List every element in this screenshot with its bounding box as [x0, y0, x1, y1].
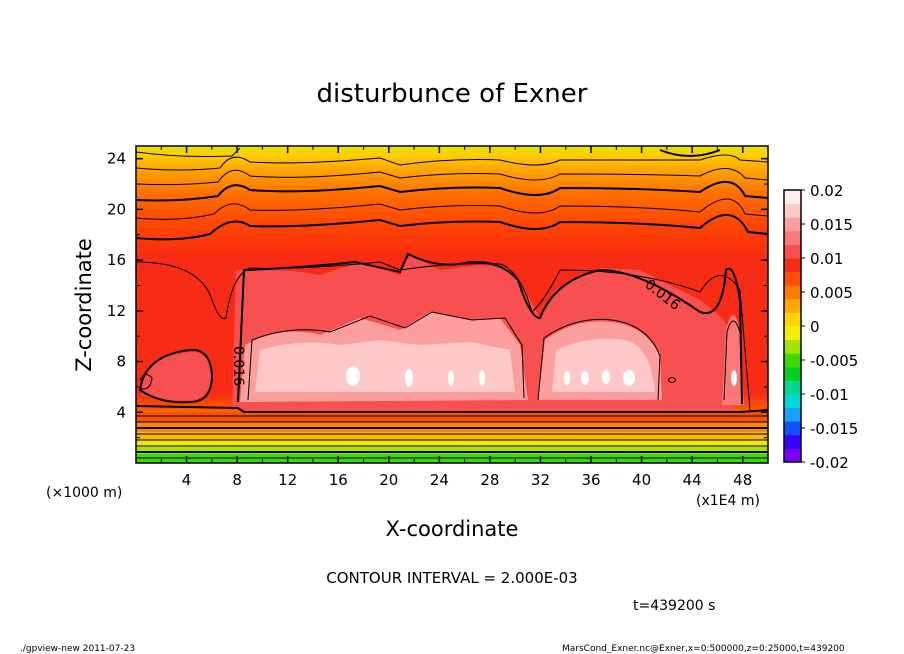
colorbar: 0.02 0.015 0.01 0.005 0 -0.005 -0.01 -0.015 -0.0… [783, 182, 858, 472]
colorbar-swatch [784, 366, 801, 381]
x-tick-label: 32 [531, 471, 550, 489]
contour-line [136, 405, 768, 413]
y-tick-label: 8 [116, 353, 126, 371]
x-tick-label: 16 [329, 471, 348, 489]
x-tick-label: 44 [683, 471, 702, 489]
colorbar-swatch [784, 190, 801, 205]
chart-title: disturbunce of Exner [317, 79, 588, 109]
colorbar-swatch [784, 434, 801, 449]
colorbar-label: -0.005 [810, 352, 858, 370]
colorbar-label: 0 [810, 318, 820, 336]
hot-spot [346, 366, 360, 386]
surface-band [136, 412, 768, 422]
contour-line [537, 318, 661, 401]
colorbar-swatch [784, 285, 801, 300]
contour-line [136, 198, 768, 220]
colorbar-label: 0.02 [810, 182, 843, 200]
colorbar-label: -0.015 [810, 420, 858, 438]
colorbar-swatch [784, 339, 801, 354]
colorbar-label: -0.01 [810, 386, 849, 404]
contour-line [136, 168, 768, 186]
contour-line [723, 320, 743, 401]
hot-spot [448, 370, 454, 386]
surface-band [136, 440, 768, 447]
contour-line [139, 374, 153, 390]
colorbar-swatch [784, 203, 801, 218]
time-text: t=439200 s [633, 598, 715, 614]
hot-spot [479, 370, 485, 386]
colorbar-swatch [784, 326, 801, 341]
contour-label: 0.016 [230, 346, 246, 386]
x-axis-label: X-coordinate [386, 517, 519, 541]
contour-line [659, 149, 721, 157]
footer-left: ./gpview-new 2011-07-23 [20, 644, 135, 654]
colorbar-swatch [784, 244, 801, 259]
hot-spot [623, 370, 635, 386]
hot-spot [731, 370, 737, 386]
colorbar-swatch [784, 407, 801, 422]
field-pink-3 [255, 340, 515, 392]
y-tick-label: 16 [107, 251, 126, 269]
hot-spot [602, 370, 610, 384]
contour-line [139, 348, 214, 404]
surface-band [136, 447, 768, 454]
contour-line [136, 181, 768, 202]
x-tick-label: 40 [632, 471, 651, 489]
hot-spot [405, 369, 413, 387]
x-axis: 4 8 12 16 20 24 28 32 36 40 44 48 [160, 146, 752, 489]
y-axis-label: Z-coordinate [72, 238, 96, 372]
colorbar-label: 0.01 [810, 250, 843, 268]
contour-line [667, 377, 677, 383]
footer-right: MarsCond_Exner.nc@Exner,x=0:500000,z=0:2… [562, 644, 845, 654]
colorbar-swatch [784, 312, 801, 327]
plot-area: 0.016 0.016 [136, 146, 768, 463]
contour-line [136, 154, 768, 171]
colorbar-label: -0.02 [810, 454, 849, 472]
colorbar-swatch [784, 271, 801, 286]
colorbar-swatch [784, 353, 801, 368]
x-tick-label: 4 [182, 471, 192, 489]
colorbar-swatch [784, 380, 801, 395]
contour-line [136, 147, 241, 157]
colorbar-label: 0.005 [810, 284, 853, 302]
x-tick-label: 24 [430, 471, 449, 489]
x-axis-unit-right: (x1E4 m) [696, 493, 760, 509]
colorbar-swatch [784, 448, 801, 463]
contour-interval-text: CONTOUR INTERVAL = 2.000E-03 [326, 569, 577, 587]
colorbar-swatch [784, 421, 801, 436]
colorbar-swatch [784, 258, 801, 273]
y-tick-label: 4 [116, 403, 126, 421]
colorbar-swatch [784, 298, 801, 313]
colorbar-swatch [784, 230, 801, 245]
contour-line [136, 213, 768, 241]
colorbar-swatch [784, 394, 801, 409]
field-left-lobe [142, 351, 212, 401]
colorbar-label: 0.015 [810, 216, 853, 234]
x-tick-label: 36 [581, 471, 600, 489]
x-axis-unit: (×1000 m) [46, 485, 122, 501]
contour-line [247, 311, 525, 401]
x-tick-label: 48 [733, 471, 752, 489]
plot-frame [135, 145, 769, 464]
y-tick-label: 20 [107, 200, 126, 218]
hot-spot [581, 371, 589, 385]
y-tick-label: 24 [107, 150, 126, 168]
x-tick-label: 8 [232, 471, 242, 489]
hot-spot [564, 371, 570, 385]
x-tick-label: 20 [379, 471, 398, 489]
surface-band [136, 432, 768, 440]
x-tick-label: 12 [278, 471, 297, 489]
y-axis: 4 8 12 16 20 24 [107, 150, 768, 439]
contour-line-016 [237, 252, 743, 405]
contour-lines [136, 147, 768, 459]
x-tick-label: 28 [480, 471, 499, 489]
colorbar-swatch [784, 217, 801, 232]
y-tick-label: 12 [107, 302, 126, 320]
field-right-spike [722, 315, 744, 405]
